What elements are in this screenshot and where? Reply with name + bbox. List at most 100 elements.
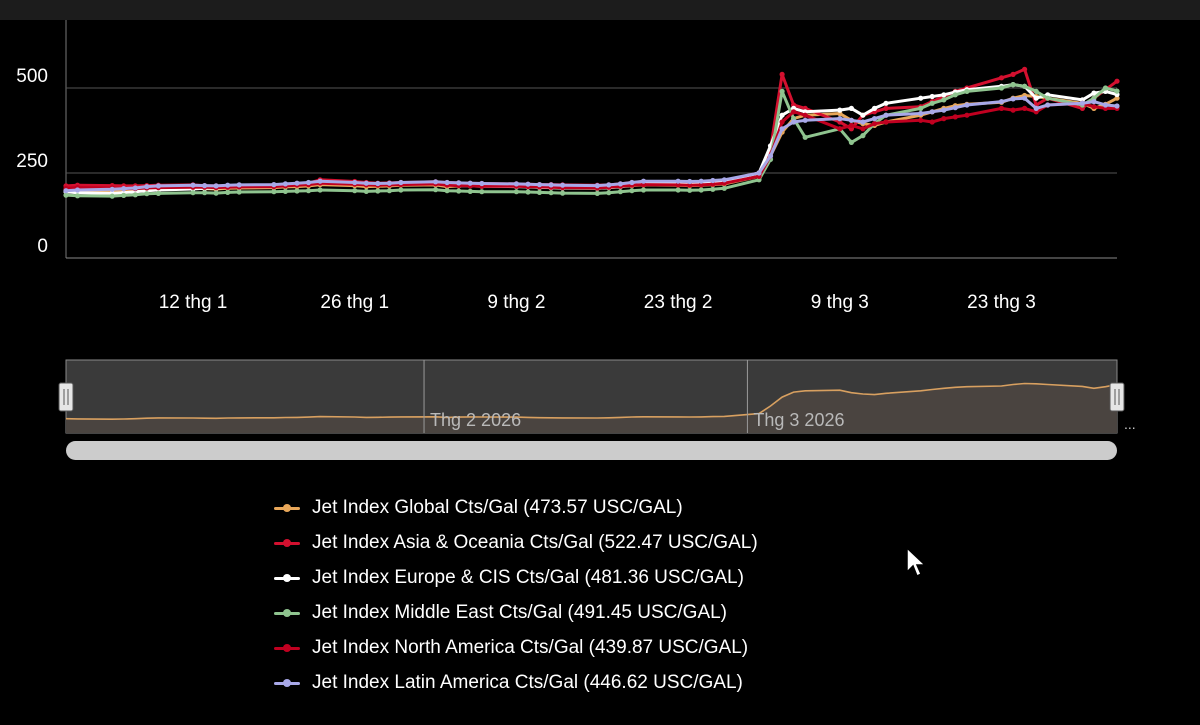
data-point bbox=[1091, 104, 1097, 110]
data-point bbox=[998, 105, 1005, 111]
data-point bbox=[1114, 88, 1120, 94]
series-line bbox=[65, 94, 1118, 193]
series-line bbox=[65, 67, 1118, 188]
data-point bbox=[513, 189, 520, 195]
legend-item[interactable]: Jet Index Latin America Cts/Gal (446.62 … bbox=[272, 665, 758, 700]
legend-item[interactable]: Jet Index Middle East Cts/Gal (491.45 US… bbox=[272, 595, 758, 630]
data-point bbox=[860, 133, 866, 139]
legend-item[interactable]: Jet Index Global Cts/Gal (473.57 USC/GAL… bbox=[272, 490, 758, 525]
data-point bbox=[1022, 66, 1028, 72]
series-group bbox=[63, 95, 1120, 194]
legend-item[interactable]: Jet Index Europe & CIS Cts/Gal (481.36 U… bbox=[272, 560, 758, 595]
data-point bbox=[802, 134, 808, 140]
data-point bbox=[964, 102, 970, 108]
data-point bbox=[132, 185, 138, 191]
legend-label: Jet Index Europe & CIS Cts/Gal (481.36 U… bbox=[312, 566, 744, 588]
navigator-month-label: Thg 3 2026 bbox=[753, 410, 844, 430]
data-point bbox=[629, 179, 635, 186]
chart-legend: Jet Index Global Cts/Gal (473.57 USC/GAL… bbox=[272, 490, 758, 700]
data-point bbox=[594, 183, 600, 189]
data-point bbox=[294, 180, 300, 186]
data-point bbox=[294, 188, 300, 194]
legend-marker-icon bbox=[272, 673, 302, 693]
data-point bbox=[386, 180, 392, 186]
navigator-left-handle[interactable] bbox=[58, 382, 74, 412]
legend-marker-icon bbox=[272, 533, 302, 553]
range-navigator[interactable]: Thg 2 2026 Thg 3 2026... bbox=[58, 359, 1136, 460]
data-point bbox=[964, 88, 970, 94]
data-point bbox=[190, 190, 196, 196]
data-point bbox=[444, 188, 450, 194]
data-point bbox=[213, 183, 219, 189]
data-point bbox=[860, 112, 866, 118]
line-chart: 0 250 500 12 thg 1 26 thg 1 9 thg 2 23 thg 2 9… bbox=[16, 20, 1136, 460]
data-point bbox=[74, 187, 81, 193]
data-point bbox=[640, 178, 647, 184]
data-point bbox=[121, 186, 127, 192]
data-point bbox=[525, 181, 531, 187]
data-point bbox=[1114, 95, 1120, 101]
data-point bbox=[202, 183, 208, 189]
data-point bbox=[398, 179, 404, 186]
navigator-scrollbar[interactable] bbox=[66, 441, 1117, 460]
handle-body[interactable] bbox=[58, 382, 74, 412]
data-point bbox=[63, 188, 69, 194]
legend-item[interactable]: Jet Index Asia & Oceania Cts/Gal (522.47… bbox=[272, 525, 758, 560]
x-tick-label: 9 thg 3 bbox=[811, 292, 869, 313]
data-point bbox=[767, 153, 774, 159]
data-point bbox=[444, 179, 450, 186]
data-point bbox=[1033, 105, 1039, 111]
legend-item[interactable]: Jet Index North America Cts/Gal (439.87 … bbox=[272, 630, 758, 665]
data-point bbox=[617, 181, 624, 187]
data-point bbox=[456, 180, 462, 186]
handle-body[interactable] bbox=[1109, 382, 1125, 412]
navigator-right-handle[interactable] bbox=[1109, 382, 1125, 412]
data-point bbox=[675, 178, 681, 184]
data-point bbox=[998, 75, 1005, 81]
data-point bbox=[883, 112, 889, 118]
data-point bbox=[929, 109, 935, 115]
data-point bbox=[848, 122, 855, 128]
data-point bbox=[779, 88, 785, 94]
data-point bbox=[1033, 95, 1039, 101]
data-point bbox=[710, 181, 716, 187]
series-line bbox=[65, 83, 1118, 198]
data-point bbox=[363, 188, 369, 194]
y-tick-label: 500 bbox=[16, 66, 48, 87]
data-point bbox=[629, 188, 635, 194]
data-point bbox=[779, 71, 785, 77]
data-point bbox=[1079, 100, 1085, 106]
data-point bbox=[225, 182, 231, 188]
x-tick-label: 26 thg 1 bbox=[320, 292, 389, 313]
data-point bbox=[941, 116, 947, 122]
data-point bbox=[202, 190, 208, 196]
data-point bbox=[848, 105, 855, 111]
legend-marker-icon bbox=[272, 638, 302, 658]
data-point bbox=[282, 181, 288, 187]
data-point bbox=[883, 119, 889, 125]
data-point bbox=[837, 116, 843, 122]
data-point bbox=[144, 191, 150, 197]
data-point bbox=[433, 187, 439, 193]
data-point bbox=[1010, 82, 1016, 88]
data-point bbox=[1010, 71, 1016, 77]
data-point bbox=[386, 188, 392, 194]
data-point bbox=[536, 182, 543, 188]
data-point bbox=[779, 112, 785, 118]
legend-label: Jet Index Asia & Oceania Cts/Gal (522.47… bbox=[312, 531, 758, 553]
data-point bbox=[594, 190, 600, 196]
data-point bbox=[305, 179, 312, 186]
y-tick-label: 0 bbox=[37, 236, 48, 257]
data-point bbox=[756, 170, 762, 176]
data-point bbox=[282, 188, 288, 194]
data-point bbox=[998, 85, 1005, 91]
data-point bbox=[271, 189, 277, 195]
navigator-series-line bbox=[65, 382, 1118, 421]
series-line bbox=[65, 96, 1118, 193]
data-point bbox=[1045, 102, 1051, 108]
navigator-area bbox=[66, 383, 1117, 433]
data-point bbox=[190, 182, 196, 188]
data-point bbox=[1114, 103, 1120, 109]
data-point bbox=[606, 182, 612, 188]
series-group bbox=[63, 92, 1120, 194]
